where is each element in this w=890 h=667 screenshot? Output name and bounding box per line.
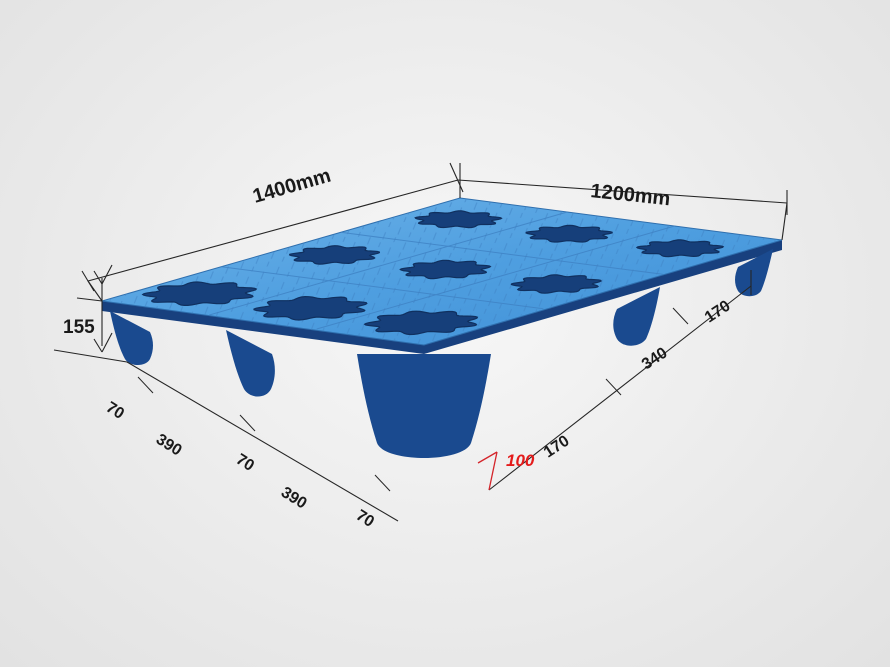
svg-text:170: 170: [702, 298, 734, 327]
svg-text:390: 390: [278, 484, 310, 513]
svg-text:155: 155: [63, 317, 95, 338]
svg-text:100: 100: [506, 451, 535, 470]
svg-text:1200mm: 1200mm: [589, 180, 671, 210]
svg-text:70: 70: [103, 399, 127, 423]
svg-text:70: 70: [353, 507, 377, 531]
svg-text:70: 70: [233, 451, 257, 475]
svg-text:1400mm: 1400mm: [250, 165, 333, 208]
svg-text:170: 170: [541, 433, 573, 462]
svg-text:390: 390: [153, 431, 185, 460]
